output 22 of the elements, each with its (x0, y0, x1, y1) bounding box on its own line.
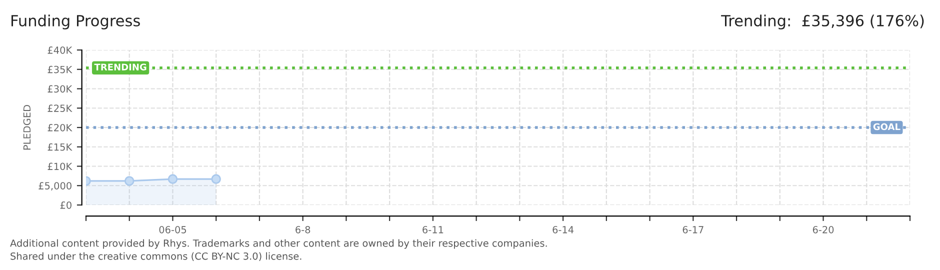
x-tick-label: 6-11 (422, 226, 444, 234)
y-tick-label: £30K (48, 85, 72, 93)
y-tick-label: £0 (60, 201, 72, 209)
chart-title: Funding Progress (12, 14, 140, 30)
ref-line-label: GOAL (873, 123, 900, 130)
y-tick-label: £25K (48, 104, 72, 112)
x-tick-label: 6-17 (682, 226, 704, 234)
text: Additional content provided by Rhys. Trademarks and other content are owned by their respective companies. (10, 239, 547, 249)
ref-line-label: TRENDING (94, 64, 146, 70)
x-tick-label: 6-8 (296, 226, 310, 234)
x-tick-label: 6-20 (812, 226, 834, 234)
y-tick-label: £10K (48, 162, 72, 170)
chart-subtitle: Trending: £35,396 (176%) (721, 14, 924, 30)
y-tick-label: £35K (48, 66, 72, 74)
y-tick-label: £40K (48, 46, 72, 54)
y-tick-label: £20K (48, 124, 72, 132)
y-tick-label: £15K (48, 143, 72, 151)
x-tick-label: 6-14 (552, 226, 574, 234)
x-tick-label: 06-05 (159, 226, 186, 234)
y-axis-title: PLEDGED (23, 105, 31, 150)
text: Shared under the creative commons (CC BY-NC 3.0) license. (10, 252, 302, 261)
y-tick-label: £5,000 (38, 182, 72, 190)
